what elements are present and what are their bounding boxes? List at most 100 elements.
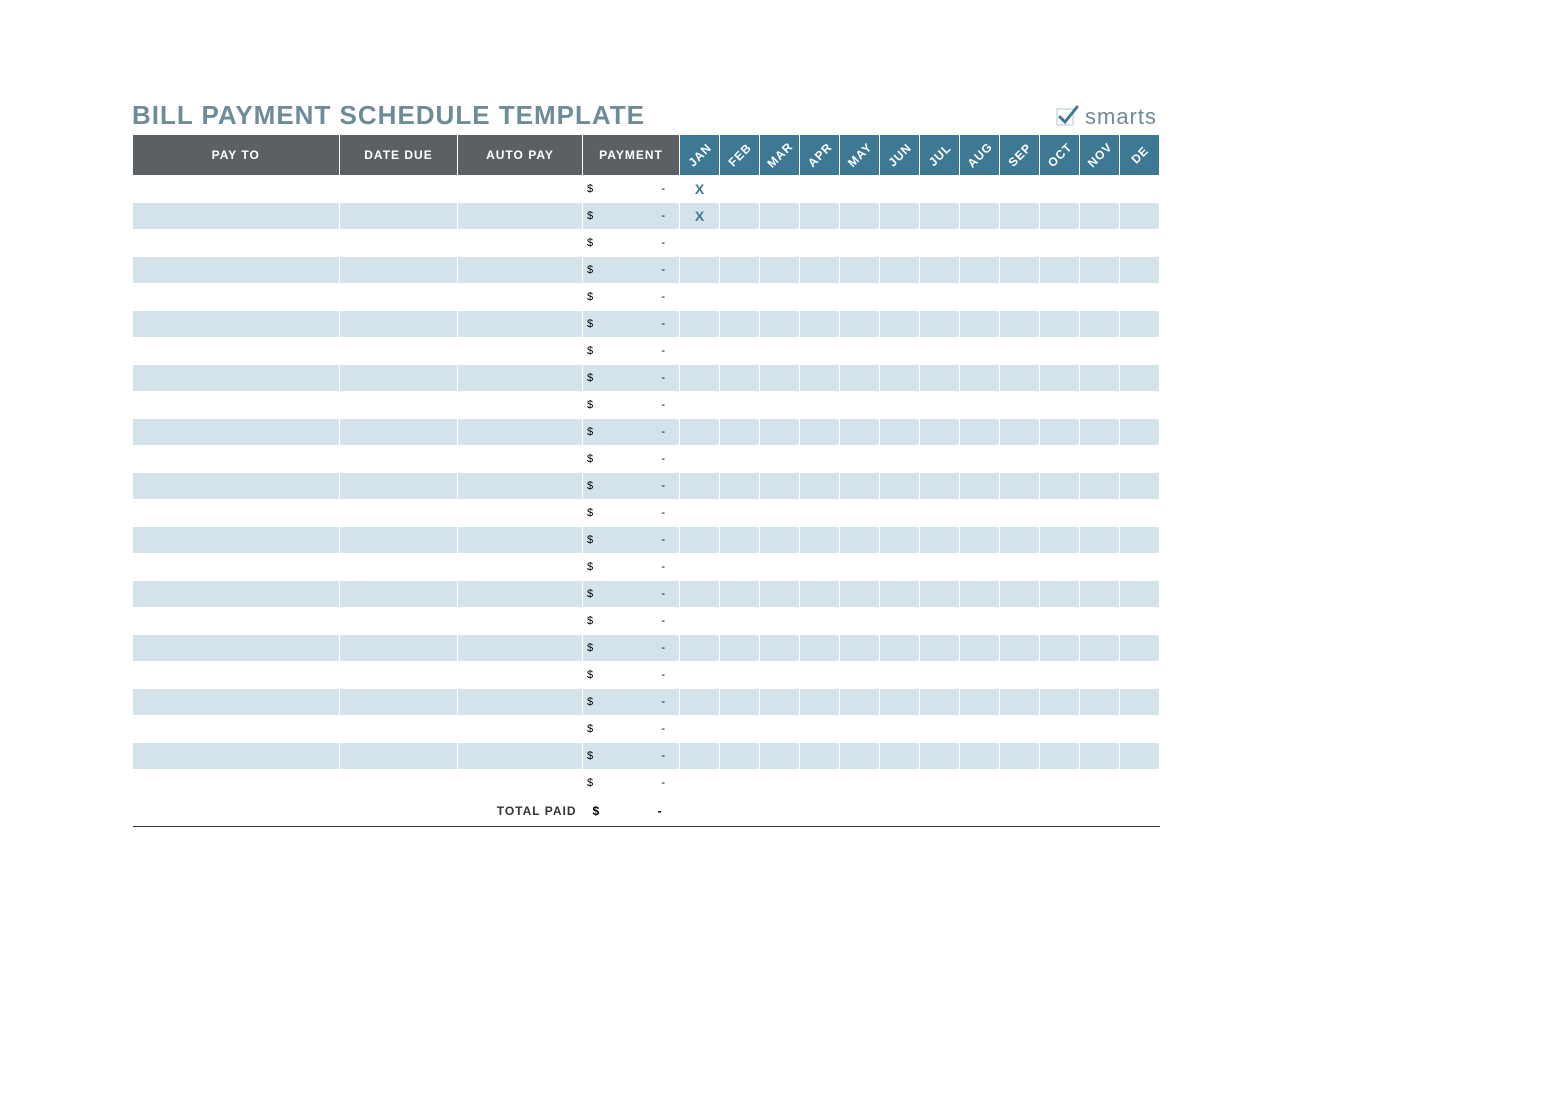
- cell-month-sep[interactable]: [1000, 418, 1040, 445]
- cell-month-sep[interactable]: [1000, 607, 1040, 634]
- cell-month-jul[interactable]: [920, 607, 960, 634]
- cell-month-jul[interactable]: [920, 418, 960, 445]
- cell-month-aug[interactable]: [960, 607, 1000, 634]
- cell-month-aug[interactable]: [960, 229, 1000, 256]
- cell-auto-pay[interactable]: [458, 229, 583, 256]
- cell-payment[interactable]: $-: [583, 337, 680, 364]
- cell-pay-to[interactable]: [133, 742, 340, 769]
- cell-month-aug[interactable]: [960, 202, 1000, 229]
- cell-month-jan[interactable]: X: [680, 202, 720, 229]
- cell-month-feb[interactable]: [720, 499, 760, 526]
- cell-month-jul[interactable]: [920, 283, 960, 310]
- cell-payment[interactable]: $-: [583, 175, 680, 202]
- cell-month-de[interactable]: [1120, 580, 1160, 607]
- cell-month-aug[interactable]: [960, 310, 1000, 337]
- cell-month-may[interactable]: [840, 526, 880, 553]
- cell-pay-to[interactable]: [133, 634, 340, 661]
- cell-month-jul[interactable]: [920, 445, 960, 472]
- cell-month-feb[interactable]: [720, 742, 760, 769]
- cell-month-apr[interactable]: [800, 499, 840, 526]
- cell-month-apr[interactable]: [800, 580, 840, 607]
- cell-month-mar[interactable]: [760, 418, 800, 445]
- cell-month-sep[interactable]: [1000, 634, 1040, 661]
- cell-month-aug[interactable]: [960, 337, 1000, 364]
- cell-month-may[interactable]: [840, 337, 880, 364]
- cell-month-aug[interactable]: [960, 256, 1000, 283]
- cell-month-jul[interactable]: [920, 175, 960, 202]
- cell-date-due[interactable]: [340, 364, 458, 391]
- cell-date-due[interactable]: [340, 256, 458, 283]
- cell-month-may[interactable]: [840, 553, 880, 580]
- cell-month-sep[interactable]: [1000, 202, 1040, 229]
- cell-auto-pay[interactable]: [458, 715, 583, 742]
- cell-month-feb[interactable]: [720, 526, 760, 553]
- cell-month-may[interactable]: [840, 715, 880, 742]
- cell-auto-pay[interactable]: [458, 472, 583, 499]
- cell-month-jul[interactable]: [920, 688, 960, 715]
- cell-month-sep[interactable]: [1000, 445, 1040, 472]
- cell-pay-to[interactable]: [133, 418, 340, 445]
- cell-auto-pay[interactable]: [458, 391, 583, 418]
- cell-date-due[interactable]: [340, 229, 458, 256]
- cell-month-feb[interactable]: [720, 769, 760, 796]
- cell-month-jul[interactable]: [920, 202, 960, 229]
- cell-month-jul[interactable]: [920, 661, 960, 688]
- cell-month-aug[interactable]: [960, 688, 1000, 715]
- cell-month-apr[interactable]: [800, 472, 840, 499]
- cell-month-aug[interactable]: [960, 418, 1000, 445]
- cell-month-nov[interactable]: [1080, 391, 1120, 418]
- cell-month-sep[interactable]: [1000, 499, 1040, 526]
- cell-month-nov[interactable]: [1080, 175, 1120, 202]
- cell-auto-pay[interactable]: [458, 283, 583, 310]
- cell-month-may[interactable]: [840, 742, 880, 769]
- cell-payment[interactable]: $-: [583, 634, 680, 661]
- cell-month-de[interactable]: [1120, 472, 1160, 499]
- cell-month-de[interactable]: [1120, 742, 1160, 769]
- cell-month-nov[interactable]: [1080, 445, 1120, 472]
- cell-month-nov[interactable]: [1080, 688, 1120, 715]
- cell-month-apr[interactable]: [800, 553, 840, 580]
- cell-month-oct[interactable]: [1040, 364, 1080, 391]
- cell-month-jul[interactable]: [920, 256, 960, 283]
- cell-month-nov[interactable]: [1080, 742, 1120, 769]
- cell-month-mar[interactable]: [760, 472, 800, 499]
- cell-month-nov[interactable]: [1080, 634, 1120, 661]
- cell-date-due[interactable]: [340, 418, 458, 445]
- cell-month-de[interactable]: [1120, 364, 1160, 391]
- cell-month-oct[interactable]: [1040, 337, 1080, 364]
- cell-month-may[interactable]: [840, 499, 880, 526]
- cell-month-de[interactable]: [1120, 634, 1160, 661]
- cell-month-feb[interactable]: [720, 688, 760, 715]
- cell-month-mar[interactable]: [760, 607, 800, 634]
- cell-month-jul[interactable]: [920, 391, 960, 418]
- cell-pay-to[interactable]: [133, 310, 340, 337]
- cell-month-aug[interactable]: [960, 526, 1000, 553]
- cell-month-nov[interactable]: [1080, 364, 1120, 391]
- cell-month-mar[interactable]: [760, 175, 800, 202]
- cell-date-due[interactable]: [340, 310, 458, 337]
- cell-payment[interactable]: $-: [583, 526, 680, 553]
- cell-date-due[interactable]: [340, 634, 458, 661]
- cell-month-nov[interactable]: [1080, 580, 1120, 607]
- cell-month-may[interactable]: [840, 175, 880, 202]
- cell-month-de[interactable]: [1120, 526, 1160, 553]
- cell-auto-pay[interactable]: [458, 580, 583, 607]
- cell-month-jun[interactable]: [880, 229, 920, 256]
- cell-month-oct[interactable]: [1040, 769, 1080, 796]
- cell-month-oct[interactable]: [1040, 472, 1080, 499]
- cell-month-jan[interactable]: [680, 445, 720, 472]
- cell-month-jan[interactable]: [680, 634, 720, 661]
- cell-month-sep[interactable]: [1000, 310, 1040, 337]
- cell-auto-pay[interactable]: [458, 769, 583, 796]
- cell-month-de[interactable]: [1120, 391, 1160, 418]
- cell-month-oct[interactable]: [1040, 742, 1080, 769]
- cell-month-jan[interactable]: X: [680, 175, 720, 202]
- cell-pay-to[interactable]: [133, 580, 340, 607]
- cell-month-de[interactable]: [1120, 688, 1160, 715]
- cell-date-due[interactable]: [340, 472, 458, 499]
- cell-payment[interactable]: $-: [583, 688, 680, 715]
- cell-month-jul[interactable]: [920, 769, 960, 796]
- cell-month-sep[interactable]: [1000, 661, 1040, 688]
- cell-month-jun[interactable]: [880, 337, 920, 364]
- cell-month-apr[interactable]: [800, 634, 840, 661]
